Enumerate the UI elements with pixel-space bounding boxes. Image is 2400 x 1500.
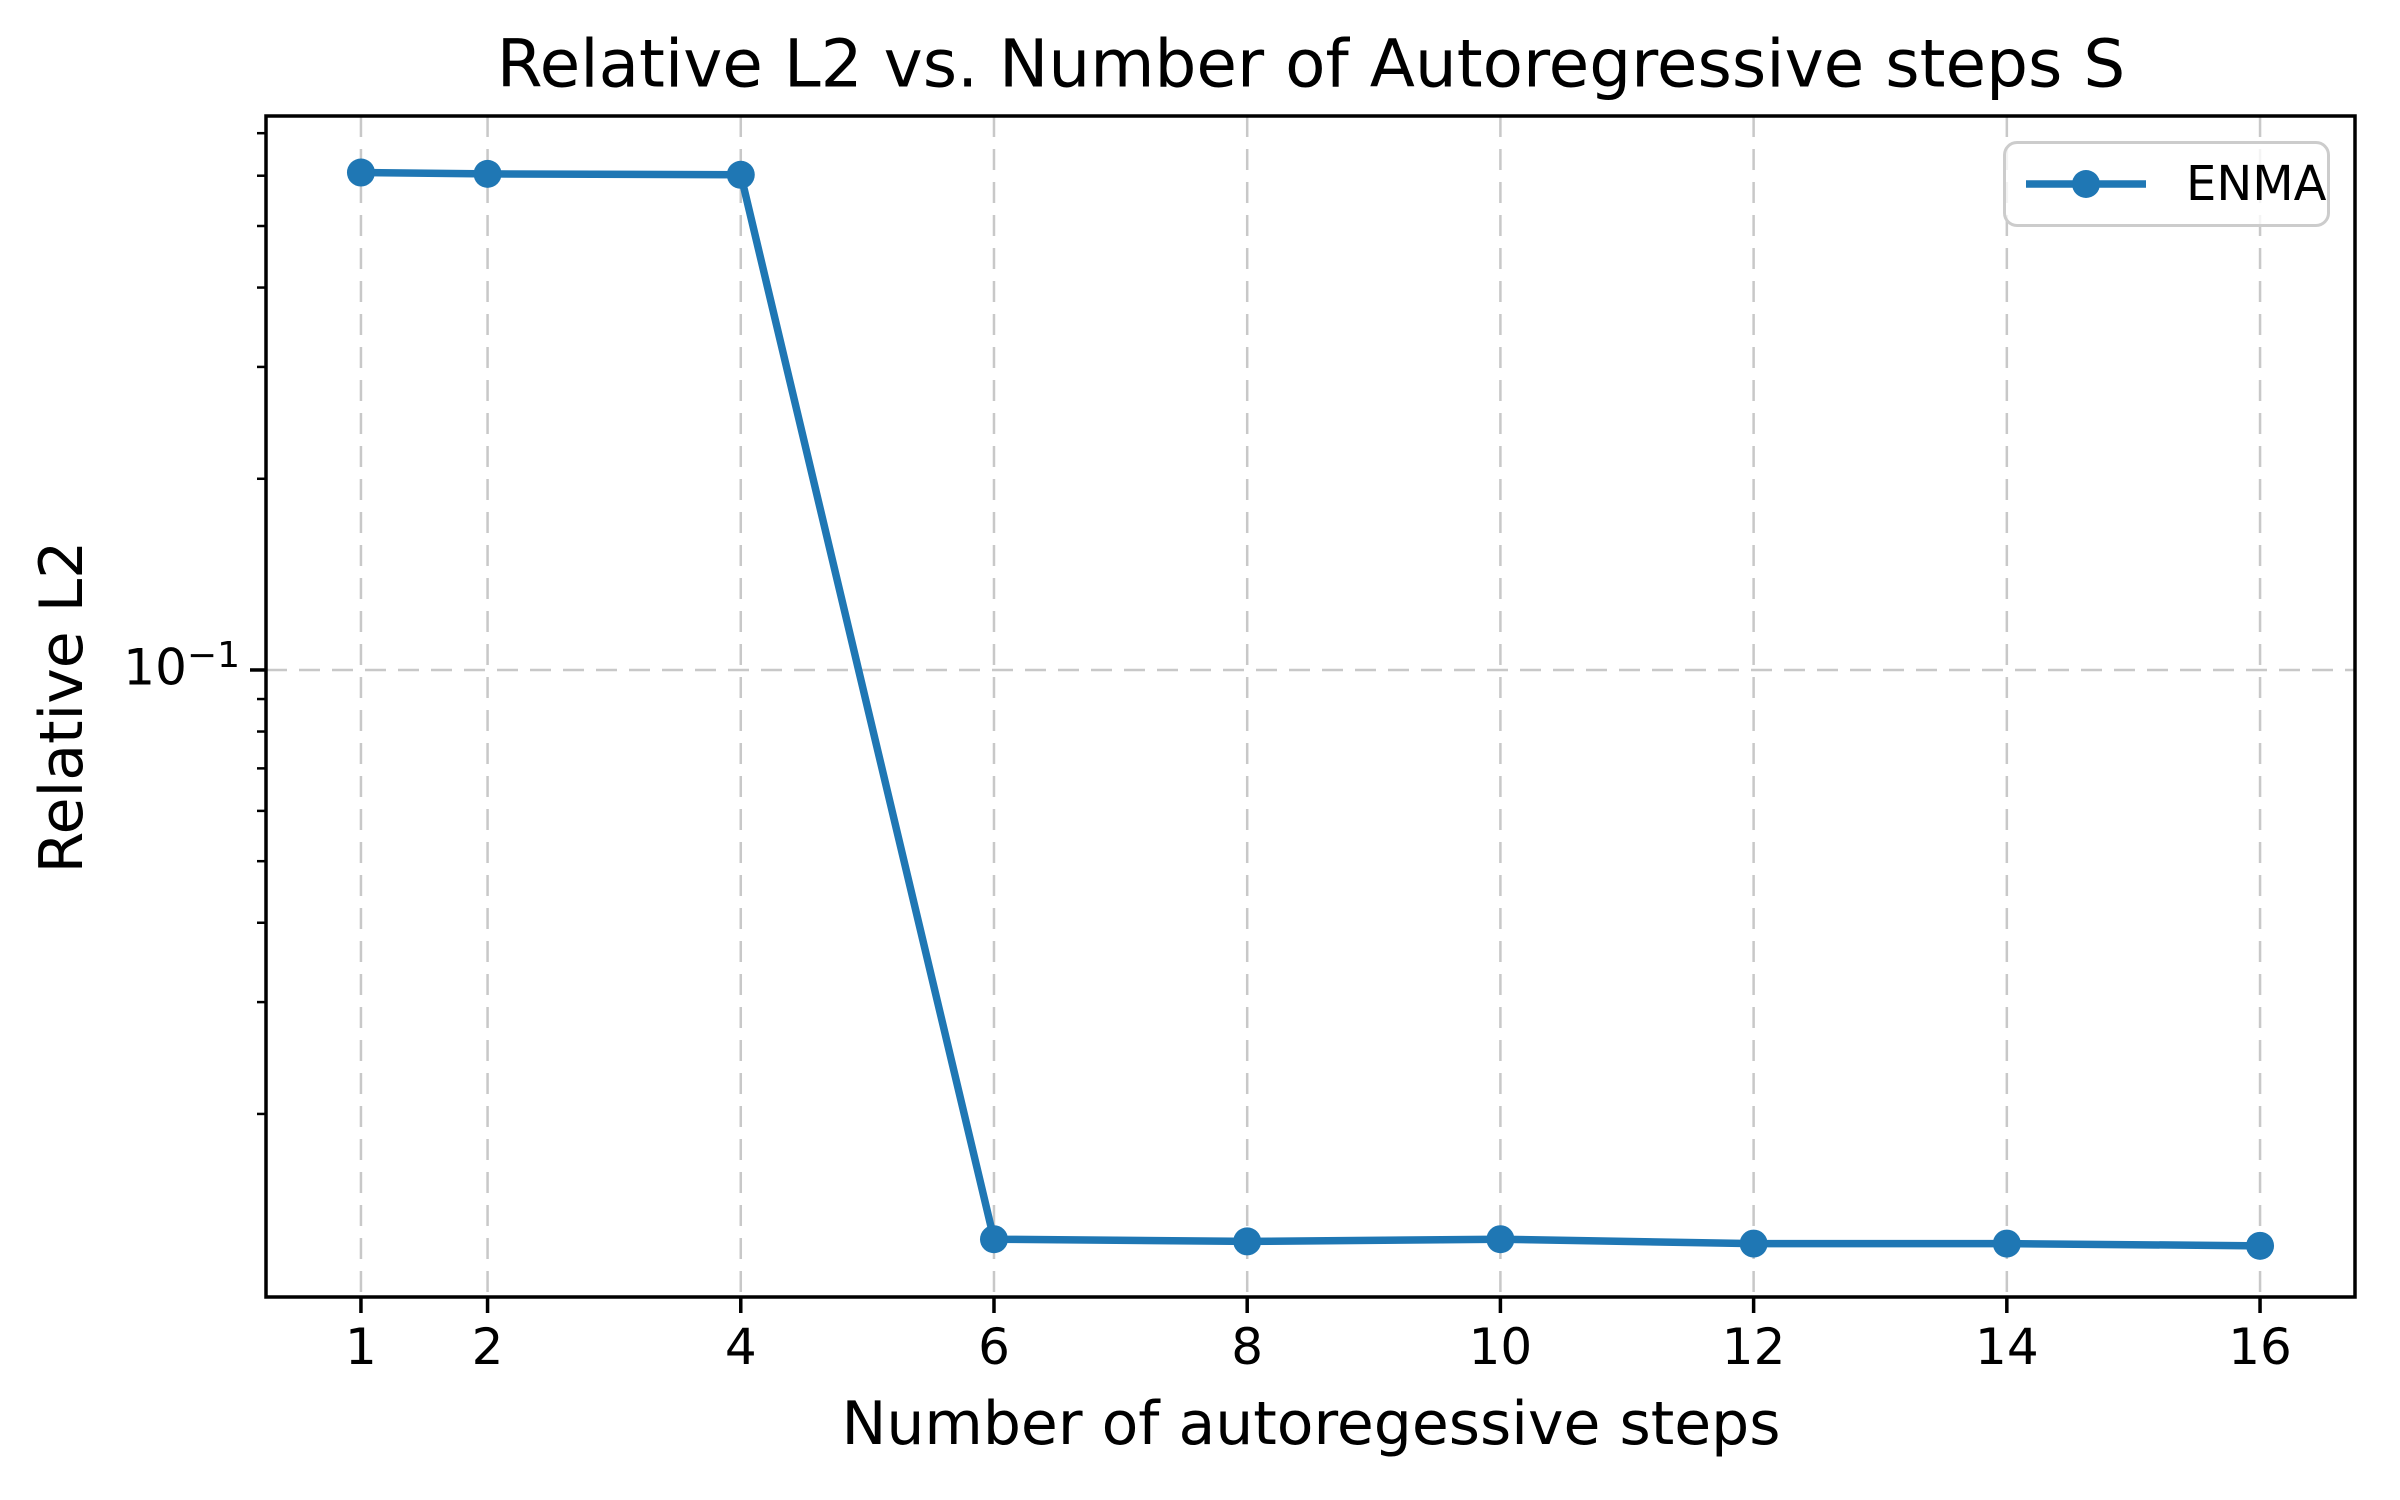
y-tick-base: 10	[123, 638, 187, 697]
x-axis-label: Number of autoregessive steps	[841, 1389, 1781, 1459]
y-axis-label: Relative L2	[27, 540, 97, 874]
axis-ticks	[250, 131, 2262, 1313]
x-tick-label: 16	[2228, 1318, 2292, 1376]
y-tick-exponent: −1	[186, 635, 240, 677]
x-tick-label: 10	[1468, 1318, 1533, 1376]
x-tick-label: 12	[1721, 1318, 1786, 1376]
x-tick-label: 14	[1975, 1318, 2039, 1376]
data-series	[346, 158, 2275, 1260]
x-tick-label: 6	[978, 1318, 1010, 1376]
chart-title: Relative L2 vs. Number of Autoregressive…	[496, 25, 2126, 103]
grid-lines	[266, 116, 2355, 1297]
y-tick-label: 10−1	[105, 638, 240, 697]
x-tick-label: 4	[724, 1318, 757, 1376]
x-tick-label: 1	[345, 1318, 377, 1376]
x-tick-label: 8	[1231, 1318, 1264, 1376]
legend: ENMA	[2003, 141, 2330, 227]
legend-label: ENMA	[2186, 156, 2327, 212]
plot-frame	[264, 114, 2357, 1299]
x-tick-label: 2	[471, 1318, 504, 1376]
legend-line-marker-icon	[2026, 170, 2146, 198]
